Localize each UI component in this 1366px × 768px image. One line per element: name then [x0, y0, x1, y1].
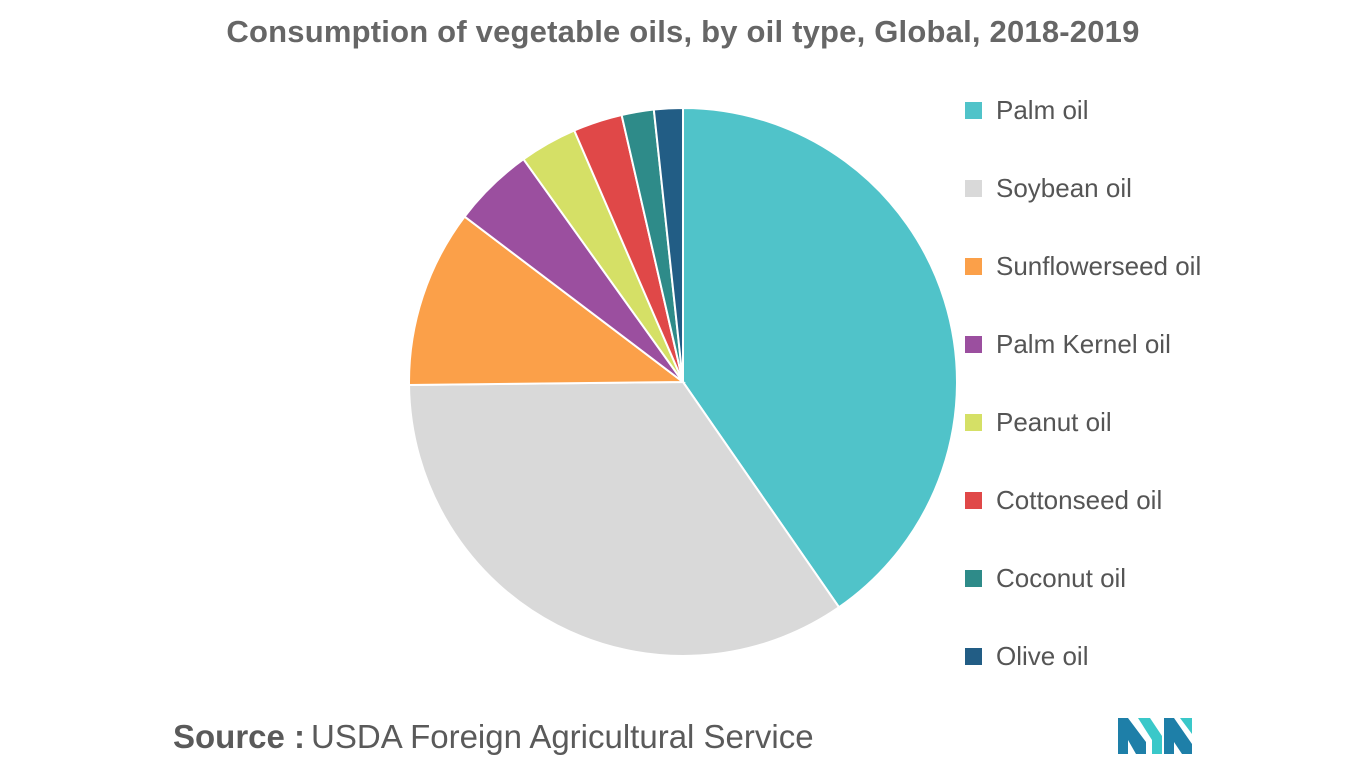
source-label: Source :: [173, 718, 306, 755]
legend-label: Olive oil: [996, 640, 1089, 671]
legend-swatch: [965, 647, 982, 665]
legend-swatch: [965, 569, 982, 587]
pie-slice-sunflowerseed-oil: [408, 215, 686, 387]
legend-swatch: [965, 257, 982, 275]
legend-item: Palm oil: [965, 92, 1265, 128]
mordor-intelligence-logo-icon: [1118, 718, 1192, 754]
legend-label: Palm Kernel oil: [996, 328, 1171, 359]
legend-label: Cottonseed oil: [996, 484, 1163, 515]
legend-label: Sunflowerseed oil: [996, 250, 1202, 281]
legend-item: Soybean oil: [965, 170, 1265, 206]
pie-slice-soybean-oil: [408, 380, 841, 657]
legend-label: Peanut oil: [996, 406, 1112, 437]
legend-swatch: [965, 335, 982, 353]
legend-label: Palm oil: [996, 94, 1089, 125]
legend-swatch: [965, 101, 982, 119]
chart-title: Consumption of vegetable oils, by oil ty…: [226, 14, 1140, 49]
legend-swatch: [965, 179, 982, 197]
legend-label: Coconut oil: [996, 562, 1127, 593]
legend-item: Sunflowerseed oil: [965, 248, 1265, 284]
source-text: USDA Foreign Agricultural Service: [311, 718, 814, 755]
legend-item: Cottonseed oil: [965, 482, 1265, 518]
legend-item: Peanut oil: [965, 404, 1265, 440]
legend-item: Olive oil: [965, 638, 1265, 674]
legend-swatch: [965, 413, 982, 431]
legend-item: Coconut oil: [965, 560, 1265, 596]
source-note: Source : USDA Foreign Agricultural Servic…: [173, 718, 814, 756]
legend-swatch: [965, 491, 982, 509]
pie-slice-olive-oil: [652, 106, 684, 383]
legend-label: Soybean oil: [996, 172, 1132, 203]
legend-item: Palm Kernel oil: [965, 326, 1265, 362]
pie-slice-palm-oil: [682, 106, 958, 609]
